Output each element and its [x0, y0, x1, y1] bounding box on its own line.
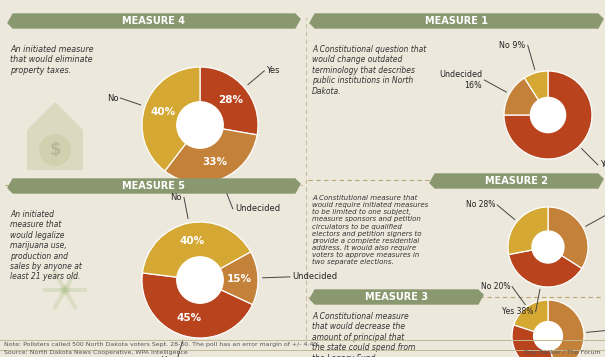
Text: A Constitutional measure that
would require initiated measures
to be limited to : A Constitutional measure that would requ…	[312, 195, 428, 265]
Text: MEASURE 4: MEASURE 4	[122, 16, 186, 26]
Polygon shape	[8, 179, 300, 193]
Wedge shape	[548, 300, 584, 357]
Text: Troy Becker / The Forum: Troy Becker / The Forum	[525, 350, 601, 355]
Wedge shape	[142, 273, 252, 338]
Text: 15%: 15%	[227, 273, 252, 283]
Circle shape	[177, 257, 223, 303]
Text: 33%: 33%	[202, 157, 227, 167]
Text: A Constitutional measure
that would decrease the
amount of principal that
the st: A Constitutional measure that would decr…	[312, 312, 416, 357]
Text: MEASURE 3: MEASURE 3	[365, 292, 428, 302]
Wedge shape	[525, 71, 548, 115]
Polygon shape	[27, 102, 83, 170]
Wedge shape	[548, 207, 588, 268]
Text: No 28%: No 28%	[466, 200, 495, 210]
Text: Undecided: Undecided	[292, 272, 337, 281]
Text: Yes: Yes	[162, 356, 175, 357]
Text: A Constitutional question that
would change outdated
terminology that describes
: A Constitutional question that would cha…	[312, 45, 427, 96]
Text: 40%: 40%	[150, 107, 175, 117]
Text: MEASURE 2: MEASURE 2	[485, 176, 548, 186]
Text: An initiated
measure that
would legalize
marijuana use,
production and
sales by : An initiated measure that would legalize…	[10, 210, 82, 281]
Text: Yes 75%: Yes 75%	[600, 160, 605, 169]
Wedge shape	[504, 71, 592, 159]
Wedge shape	[142, 222, 250, 280]
Text: 40%: 40%	[180, 236, 205, 246]
Circle shape	[177, 102, 223, 148]
Text: Source: North Dakota News Cooperative, WPA Intelligence: Source: North Dakota News Cooperative, W…	[4, 350, 188, 355]
Text: No 20%: No 20%	[480, 282, 510, 291]
Circle shape	[39, 134, 71, 166]
Circle shape	[532, 231, 564, 263]
Text: $: $	[49, 141, 61, 159]
Wedge shape	[512, 325, 555, 357]
Circle shape	[534, 322, 563, 351]
Wedge shape	[509, 247, 582, 287]
Wedge shape	[514, 300, 548, 336]
Text: 45%: 45%	[177, 313, 201, 323]
Text: Yes 38%: Yes 38%	[502, 307, 534, 316]
Polygon shape	[310, 14, 603, 28]
Text: An initiated measure
that would eliminate
property taxes.: An initiated measure that would eliminat…	[10, 45, 94, 75]
Text: Undecided: Undecided	[235, 204, 280, 213]
Circle shape	[60, 285, 70, 295]
Polygon shape	[430, 174, 603, 188]
Text: Note: Pollsters called 500 North Dakota voters Sept. 28-30. The poll has an erro: Note: Pollsters called 500 North Dakota …	[4, 342, 321, 347]
Text: MEASURE 1: MEASURE 1	[425, 16, 488, 26]
Polygon shape	[8, 14, 300, 28]
Wedge shape	[504, 78, 548, 115]
Text: 28%: 28%	[218, 95, 243, 105]
Wedge shape	[142, 67, 200, 171]
Text: No 9%: No 9%	[500, 41, 526, 50]
Polygon shape	[310, 290, 483, 304]
Wedge shape	[508, 207, 548, 255]
Text: No: No	[171, 193, 182, 202]
Wedge shape	[165, 125, 257, 183]
Text: Yes: Yes	[266, 66, 280, 75]
FancyBboxPatch shape	[308, 28, 603, 338]
Text: MEASURE 5: MEASURE 5	[122, 181, 186, 191]
Text: No: No	[107, 94, 119, 102]
FancyBboxPatch shape	[2, 28, 302, 338]
Wedge shape	[200, 252, 258, 305]
Wedge shape	[200, 67, 258, 135]
Circle shape	[531, 97, 566, 132]
Text: Undecided
16%: Undecided 16%	[439, 70, 482, 90]
